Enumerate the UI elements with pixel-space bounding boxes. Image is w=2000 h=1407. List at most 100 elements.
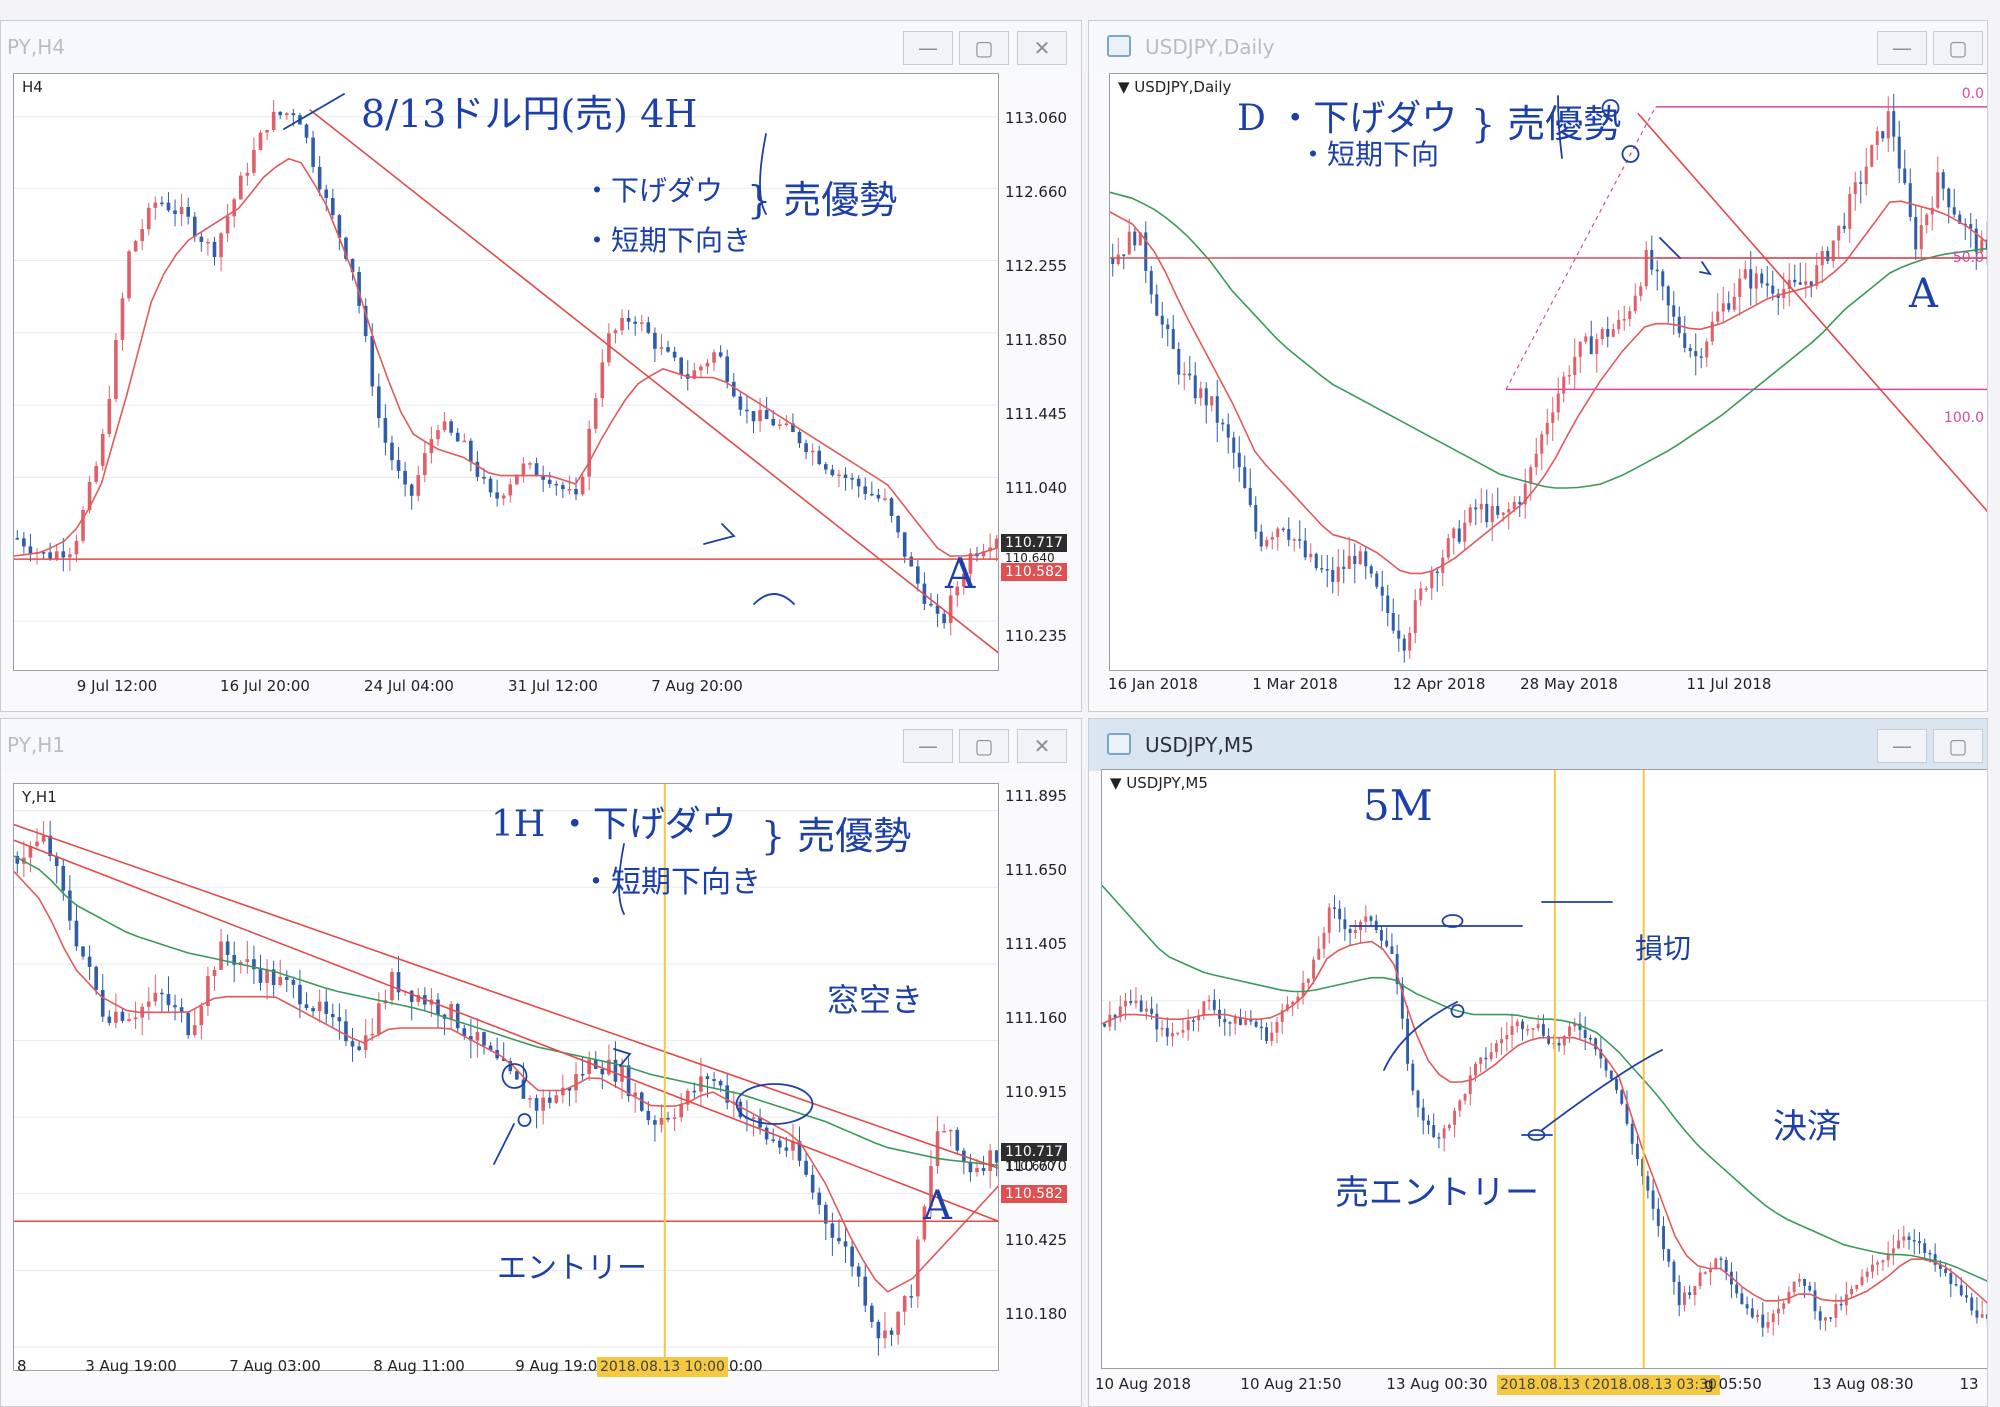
candle-body bbox=[265, 969, 269, 983]
candle-body bbox=[554, 1095, 559, 1103]
chart-area-h4[interactable]: H4 bbox=[13, 73, 999, 671]
window-titlebar[interactable]: USDJPY,Daily — ▢ bbox=[1089, 21, 1987, 73]
handwritten-note: ・下げダウ bbox=[583, 174, 724, 207]
candle-body bbox=[1437, 1137, 1441, 1139]
x-tick: 24 Jul 04:00 bbox=[364, 677, 454, 695]
candle-body bbox=[685, 1090, 690, 1105]
maximize-button[interactable]: ▢ bbox=[959, 31, 1009, 65]
candle-body bbox=[896, 1311, 900, 1335]
candle-body bbox=[1928, 1252, 1932, 1255]
y-tick: 110.425 bbox=[1005, 1231, 1068, 1249]
candle-body bbox=[1237, 452, 1241, 468]
candle-body bbox=[1116, 254, 1120, 264]
candle-body bbox=[1435, 571, 1439, 574]
candle-body bbox=[1980, 239, 1984, 253]
moving-average-fast bbox=[14, 871, 998, 1293]
candle-body bbox=[1567, 375, 1571, 377]
candle-body bbox=[199, 1006, 204, 1026]
candle-body bbox=[1446, 538, 1450, 558]
candle-body bbox=[600, 1068, 605, 1075]
candle-body bbox=[968, 553, 973, 574]
handwritten-mark bbox=[1557, 95, 1563, 159]
chart-area-daily[interactable]: ▼ USDJPY,Daily 0.0 50.0 100.0 bbox=[1109, 73, 1987, 671]
candle-body bbox=[1947, 188, 1951, 208]
candle-body bbox=[1468, 1075, 1472, 1095]
minimize-button[interactable]: — bbox=[1877, 729, 1927, 763]
candle-body bbox=[100, 433, 105, 466]
candle-body bbox=[1197, 1015, 1201, 1021]
candle-body bbox=[186, 207, 191, 217]
candle-body bbox=[284, 976, 289, 980]
candle-body bbox=[225, 941, 230, 955]
candle-body bbox=[1364, 916, 1368, 922]
candle-body bbox=[1839, 1303, 1843, 1306]
candle-body bbox=[1738, 278, 1742, 297]
handwritten-note: } 売優勢 bbox=[747, 178, 898, 222]
handwritten-note: A bbox=[1909, 271, 1938, 317]
candle-body bbox=[74, 540, 79, 555]
candle-body bbox=[725, 356, 730, 382]
minimize-button[interactable]: — bbox=[1877, 31, 1927, 65]
candle-body bbox=[1228, 1022, 1232, 1024]
candle-body bbox=[758, 410, 762, 422]
candle-body bbox=[850, 478, 854, 480]
chart-area-h1[interactable]: Y,H1 bbox=[13, 783, 999, 1371]
window-titlebar[interactable]: PY,H4 — ▢ ✕ bbox=[1, 21, 1081, 73]
candle-body bbox=[311, 1008, 315, 1012]
candle-body bbox=[390, 442, 394, 461]
candle-body bbox=[475, 461, 480, 477]
candle-body bbox=[1397, 630, 1401, 639]
handwritten-note: 1H ・下げダウ bbox=[491, 804, 737, 845]
candle-body bbox=[107, 398, 112, 434]
candle-body bbox=[751, 411, 756, 422]
candle-body bbox=[1248, 487, 1252, 505]
candle-body bbox=[791, 423, 795, 432]
window-titlebar[interactable]: PY,H1 — ▢ ✕ bbox=[1, 719, 1081, 771]
candle-body bbox=[232, 954, 237, 965]
candle-body bbox=[127, 251, 131, 299]
candle-body bbox=[725, 1085, 730, 1103]
handwritten-mark bbox=[517, 1113, 532, 1127]
candle-body bbox=[330, 1013, 335, 1018]
minimize-button[interactable]: — bbox=[903, 31, 953, 65]
close-button[interactable]: ✕ bbox=[1017, 31, 1067, 65]
candle-body bbox=[863, 1276, 868, 1306]
x-tick: 10 Aug 2018 bbox=[1094, 1375, 1192, 1393]
candle-body bbox=[1831, 240, 1835, 262]
candle-body bbox=[1646, 1176, 1650, 1191]
candle-body bbox=[1656, 1208, 1660, 1227]
candle-body bbox=[1719, 1258, 1723, 1260]
candle-body bbox=[1897, 1240, 1901, 1249]
candle-body bbox=[455, 432, 460, 442]
candle-body bbox=[1303, 540, 1307, 558]
close-button[interactable]: ✕ bbox=[1017, 729, 1067, 763]
y-tick: 111.040 bbox=[1005, 479, 1068, 497]
handwritten-note: 損切 bbox=[1635, 932, 1692, 965]
candle-body bbox=[1331, 570, 1335, 582]
candle-body bbox=[1699, 356, 1703, 358]
candle-body bbox=[1557, 1042, 1561, 1046]
candle-body bbox=[1327, 907, 1331, 933]
candle-body bbox=[1771, 1313, 1775, 1322]
candle-body bbox=[1639, 286, 1643, 296]
candle-body bbox=[1716, 311, 1720, 322]
candle-body bbox=[324, 189, 329, 198]
minimize-button[interactable]: — bbox=[903, 729, 953, 763]
candle-body bbox=[1160, 1027, 1164, 1030]
maximize-button[interactable]: ▢ bbox=[959, 729, 1009, 763]
candle-body bbox=[981, 1167, 986, 1171]
candle-body bbox=[1447, 1124, 1451, 1129]
handwritten-note: 5M bbox=[1363, 781, 1433, 830]
maximize-button[interactable]: ▢ bbox=[1933, 729, 1983, 763]
chart-area-m5[interactable]: ▼ USDJPY,M5 bbox=[1101, 769, 1987, 1369]
candle-body bbox=[1505, 1035, 1509, 1040]
candle-body bbox=[705, 362, 710, 367]
candle-body bbox=[659, 1117, 664, 1125]
maximize-button[interactable]: ▢ bbox=[1933, 31, 1983, 65]
candle-body bbox=[561, 1087, 565, 1096]
candle-body bbox=[1291, 1001, 1295, 1005]
candle-body bbox=[1432, 1125, 1436, 1138]
window-titlebar[interactable]: USDJPY,M5 — ▢ bbox=[1089, 719, 1987, 771]
candle-body bbox=[1188, 373, 1192, 376]
candle-body bbox=[179, 1007, 184, 1013]
